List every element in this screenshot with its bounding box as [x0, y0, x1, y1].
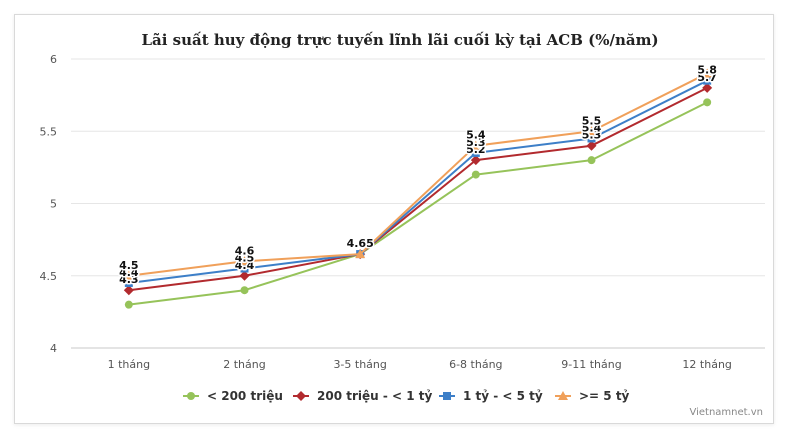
- chart-frame: Lãi suất huy động trực tuyến lĩnh lãi cu…: [14, 14, 774, 424]
- legend-marker: [296, 391, 306, 401]
- y-tick-label: 5.5: [40, 125, 58, 138]
- series-line-4: [128, 72, 708, 277]
- data-point: [587, 134, 596, 143]
- legend-label: 1 tỷ - < 5 tỷ: [463, 389, 543, 403]
- x-tick-label: 2 tháng: [223, 358, 265, 371]
- legend-marker: [558, 391, 568, 400]
- line-chart: Lãi suất huy động trực tuyến lĩnh lãi cu…: [40, 31, 765, 418]
- legend-marker: [443, 392, 451, 400]
- data-point: [587, 156, 596, 165]
- legend-label: < 200 triệu: [207, 389, 283, 403]
- data-label: 4.6: [235, 244, 255, 257]
- data-point: [586, 126, 597, 136]
- data-point: [470, 155, 481, 166]
- data-label: 4.5: [235, 252, 255, 265]
- series-line-1: [128, 101, 708, 306]
- series-line-3: [128, 79, 708, 284]
- data-label: 5.2: [466, 143, 486, 156]
- credit-text: Vietnamnet.vn: [689, 407, 763, 418]
- legend-marker: [187, 392, 195, 400]
- legend-label: >= 5 tỷ: [579, 389, 630, 403]
- data-point: [240, 286, 249, 295]
- legend-item-4[interactable]: >= 5 tỷ: [555, 389, 630, 403]
- chart-title: Lãi suất huy động trực tuyến lĩnh lãi cu…: [141, 31, 658, 49]
- legend-item-1[interactable]: < 200 triệu: [183, 389, 283, 403]
- x-tick-label: 12 tháng: [682, 358, 731, 371]
- data-point: [355, 249, 366, 259]
- data-point: [124, 300, 133, 309]
- data-label: 5.3: [466, 136, 486, 149]
- data-point: [123, 285, 134, 296]
- legend[interactable]: < 200 triệu 200 triệu - < 1 tỷ 1 tỷ - < 5 …: [183, 389, 630, 403]
- data-label: 5.7: [697, 71, 717, 84]
- x-tick-label: 6-8 tháng: [449, 358, 502, 371]
- data-point: [239, 270, 250, 281]
- data-labels: 4.34.45.25.35.74.44.55.35.45.84.54.64.65…: [118, 62, 719, 288]
- data-label: 5.3: [582, 129, 602, 142]
- data-point: [703, 76, 712, 85]
- data-point: [702, 68, 713, 78]
- data-point: [703, 98, 712, 107]
- y-tick-label: 4.5: [40, 270, 58, 283]
- data-point: [702, 82, 713, 93]
- data-label: 4.5: [119, 259, 139, 272]
- data-point: [239, 256, 250, 266]
- data-label: 5.4: [582, 121, 602, 134]
- legend-item-3[interactable]: 1 tỷ - < 5 tỷ: [439, 389, 543, 403]
- legend-label: 200 triệu - < 1 tỷ: [317, 389, 433, 403]
- legend-item-2[interactable]: 200 triệu - < 1 tỷ: [293, 389, 433, 403]
- data-label: 5.5: [582, 114, 602, 127]
- data-point: [470, 140, 481, 150]
- data-label: 4.4: [119, 266, 139, 279]
- series-group: [123, 68, 713, 309]
- data-point: [471, 148, 480, 157]
- data-point: [124, 278, 133, 287]
- x-tick-label: 1 tháng: [108, 358, 150, 371]
- data-label: 4.4: [235, 259, 255, 272]
- data-point: [123, 270, 134, 280]
- data-label: 5.8: [697, 64, 717, 77]
- series-line-2: [128, 87, 708, 292]
- x-tick-label: 3-5 tháng: [333, 358, 386, 371]
- y-tick-label: 4: [50, 342, 57, 355]
- y-axis: 4 4.5 5 5.5 6: [40, 53, 58, 355]
- x-tick-label: 9-11 tháng: [561, 358, 621, 371]
- data-point: [240, 264, 249, 273]
- data-label: 4.65: [347, 237, 374, 250]
- x-axis: 1 tháng 2 tháng 3-5 tháng 6-8 tháng 9-11 thá…: [108, 358, 732, 371]
- data-point: [586, 140, 597, 151]
- y-tick-label: 5: [50, 198, 57, 211]
- y-tick-label: 6: [50, 53, 57, 66]
- data-label: 4.3: [119, 273, 139, 286]
- data-point: [471, 170, 480, 179]
- data-label: 5.4: [466, 129, 486, 142]
